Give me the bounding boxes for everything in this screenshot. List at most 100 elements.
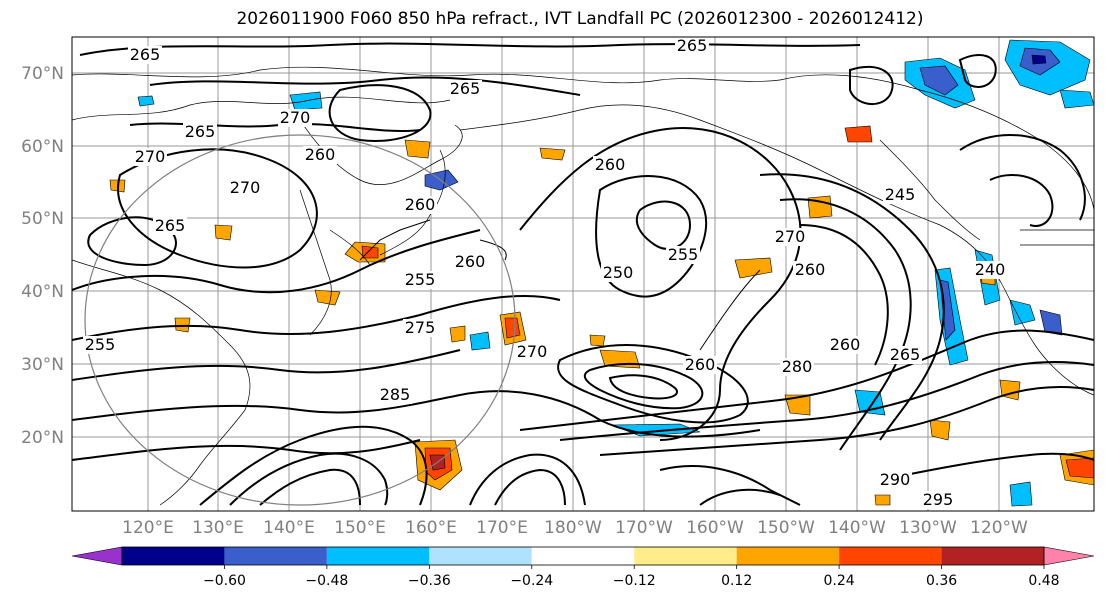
lon-label: 160°W <box>686 518 744 538</box>
contour-label-bg <box>183 123 217 141</box>
contour-label-bg <box>378 386 412 404</box>
colorbar-extend-high <box>1043 546 1095 566</box>
contour-label: 285 <box>380 385 411 404</box>
contour-label-bg <box>83 336 117 354</box>
lon-label: 170°E <box>476 518 528 538</box>
lat-label: 60°N <box>21 137 64 157</box>
thin-contours <box>359 219 761 351</box>
contour-label-bg <box>153 217 187 235</box>
colorbar-tick-label: −0.12 <box>613 573 656 589</box>
contour-label-bg <box>675 37 709 55</box>
colorbar: −0.60 −0.48 −0.36 −0.24 −0.12 0.12 0.24 0.36 0.4… <box>71 546 1095 589</box>
lon-label: 180°W <box>544 518 602 538</box>
contour-label-bg <box>883 186 917 204</box>
contour-label: 265 <box>185 122 216 141</box>
colorbar-tick-label: −0.24 <box>510 573 553 589</box>
contour-label-bg <box>228 179 262 197</box>
lon-label: 160°E <box>405 518 457 538</box>
contour-label: 270 <box>775 227 806 246</box>
contour-label: 265 <box>130 45 161 64</box>
contour-label: 295 <box>923 490 954 509</box>
colorbar-tick-label: 0.12 <box>721 573 752 589</box>
contour-label-bg <box>403 196 437 214</box>
map-frame <box>71 36 1095 512</box>
contour-label: 270 <box>517 342 548 361</box>
contour-label: 270 <box>135 147 166 166</box>
contour-label-bg <box>448 80 482 98</box>
contour-label: 260 <box>305 145 336 164</box>
colorbar-segment <box>634 547 737 565</box>
contour-label-bg <box>128 46 162 64</box>
map-background <box>72 37 1094 511</box>
contour-label-bg <box>973 261 1007 279</box>
lat-label: 40°N <box>21 282 64 302</box>
contour-label: 275 <box>405 318 436 337</box>
contour-label: 265 <box>677 36 708 55</box>
lon-label: 140°E <box>263 518 315 538</box>
contour-label: 280 <box>782 357 813 376</box>
colorbar-segment <box>531 547 635 565</box>
contour-label: 260 <box>685 355 716 374</box>
latitude-labels: 70°N 60°N 50°N 40°N 30°N 20°N <box>21 64 64 448</box>
colorbar-segment <box>224 547 327 565</box>
contour-label: 290 <box>880 470 911 489</box>
lat-label: 20°N <box>21 428 64 448</box>
contour-label-bg <box>303 146 337 164</box>
contour-label: 265 <box>450 79 481 98</box>
contour-label-bg <box>515 343 549 361</box>
lon-label: 140°W <box>828 518 886 538</box>
contour-label: 270 <box>230 178 261 197</box>
contour-label: 270 <box>280 108 311 127</box>
contour-label-bg <box>133 148 167 166</box>
lon-label: 150°W <box>757 518 815 538</box>
contour-label: 250 <box>603 263 634 282</box>
colorbar-tick-label: 0.24 <box>824 573 855 589</box>
lon-label: 130°E <box>192 518 244 538</box>
contour-label: 240 <box>975 260 1006 279</box>
contour-label-bg <box>666 246 700 264</box>
colorbar-segment <box>736 547 840 565</box>
contour-label-bg <box>683 356 717 374</box>
contour-label-bg <box>403 319 437 337</box>
contour-label: 265 <box>155 216 186 235</box>
contour-labels: 265 265 265 270 265 270 270 265 260 260 260 260 255 2… <box>83 36 1007 509</box>
colorbar-segment <box>839 547 942 565</box>
colorbar-tick-label: −0.36 <box>408 573 451 589</box>
colorbar-tick-label: 0.48 <box>1028 573 1059 589</box>
contour-label: 255 <box>668 245 699 264</box>
colorbar-segment <box>429 547 532 565</box>
longitude-labels: 120°E 130°E 140°E 150°E 160°E 170°E 180°W 170°W… <box>122 518 1028 538</box>
lon-label: 120°W <box>970 518 1028 538</box>
contour-label: 265 <box>890 345 921 364</box>
lat-label: 70°N <box>21 64 64 84</box>
contour-label-bg <box>278 109 312 127</box>
contour-label-bg <box>921 491 955 509</box>
contour-label: 255 <box>405 270 436 289</box>
map-title: 2026011900 F060 850 hPa refract., IVT La… <box>236 9 924 29</box>
contour-label: 260 <box>405 195 436 214</box>
colorbar-tick-label: −0.60 <box>203 573 246 589</box>
colorbar-outline <box>121 546 1045 566</box>
lon-label: 170°W <box>615 518 673 538</box>
colorbar-extend-low <box>71 546 123 566</box>
projection-circle <box>84 134 516 506</box>
contour-label: 260 <box>455 252 486 271</box>
colorbar-segment <box>122 547 225 565</box>
colorbar-tick-label: −0.48 <box>305 573 348 589</box>
contour-label: 260 <box>795 260 826 279</box>
coastlines <box>72 66 1094 506</box>
contour-label: 245 <box>885 185 916 204</box>
lat-label: 30°N <box>21 355 64 375</box>
contour-label: 255 <box>85 335 116 354</box>
contour-label-bg <box>888 346 922 364</box>
contour-label-bg <box>793 261 827 279</box>
lat-label: 50°N <box>21 209 64 229</box>
contour-label-bg <box>773 228 807 246</box>
contour-label-bg <box>828 336 862 354</box>
colorbar-tick-label: 0.36 <box>926 573 957 589</box>
contour-label-bg <box>878 471 912 489</box>
contour-label-bg <box>453 253 487 271</box>
lon-label: 130°W <box>899 518 957 538</box>
contour-label-bg <box>780 358 814 376</box>
